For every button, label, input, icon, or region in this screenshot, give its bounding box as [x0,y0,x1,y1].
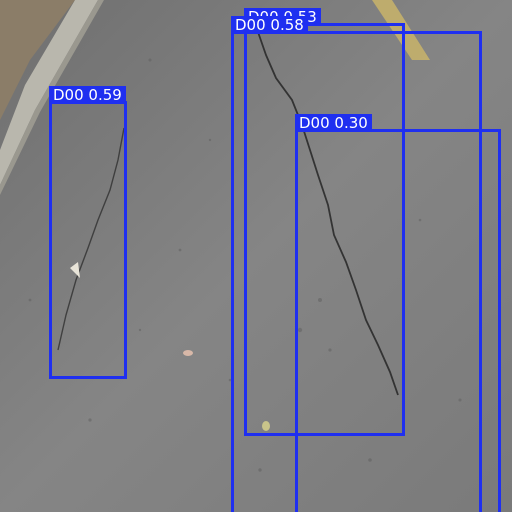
lane-marking [372,0,430,60]
debris-leaf [70,262,80,278]
crack-left [57,127,125,351]
debris-petal [183,350,193,356]
soil-area [0,0,75,120]
asphalt-texture [28,58,462,472]
debris-leaf-2 [262,421,270,431]
crack-main [257,31,399,396]
